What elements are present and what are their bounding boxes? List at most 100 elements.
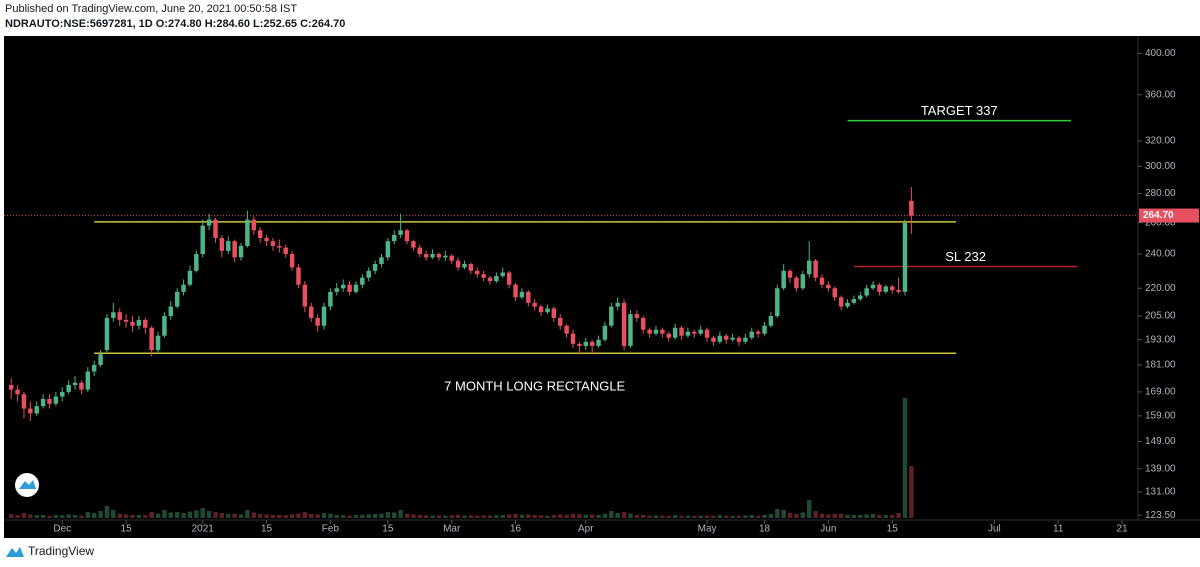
volume-bar xyxy=(411,514,416,518)
candle-body xyxy=(21,394,27,409)
candle-body xyxy=(372,264,378,271)
x-tick-label: Dec xyxy=(53,524,71,535)
volume-bar xyxy=(596,515,601,518)
candle-body xyxy=(596,339,601,346)
volume-bar xyxy=(819,513,825,518)
volume-bar xyxy=(621,512,627,518)
candle-body xyxy=(366,270,371,278)
candle-body xyxy=(283,247,288,255)
candle-body xyxy=(506,272,512,285)
volume-bar xyxy=(858,514,863,518)
candle-body xyxy=(762,325,767,334)
volume-bar xyxy=(545,515,550,518)
candle-body xyxy=(15,389,20,395)
candle-body xyxy=(538,306,544,313)
y-tick-label: 123.50 xyxy=(1145,510,1176,521)
candle-body xyxy=(736,337,742,342)
annotation: 7 MONTH LONG RECTANGLE xyxy=(444,379,625,394)
candle-body xyxy=(545,308,550,313)
candle-body xyxy=(462,264,467,268)
volume-bar xyxy=(455,514,461,518)
volume-bar xyxy=(640,515,646,518)
candle-body xyxy=(838,297,844,307)
x-tick-label: Feb xyxy=(322,524,340,535)
candle-body xyxy=(640,317,646,330)
volume-bar xyxy=(111,510,116,518)
volume-bar xyxy=(902,398,908,518)
candle-body xyxy=(672,327,678,338)
volume-bar xyxy=(194,510,199,518)
volume-bar xyxy=(634,514,640,518)
candle-body xyxy=(781,270,786,289)
volume-bar xyxy=(123,514,129,518)
volume-bar xyxy=(436,515,442,518)
candle-body xyxy=(379,257,384,265)
candle-body xyxy=(755,331,761,334)
candle-body xyxy=(609,306,614,326)
candle-body xyxy=(845,302,850,307)
volume-bar xyxy=(704,515,710,518)
candle-body xyxy=(411,241,416,248)
volume-bar xyxy=(200,508,205,518)
level-label: SL 232 xyxy=(945,249,986,264)
volume-bar xyxy=(736,515,742,518)
candle-body xyxy=(589,341,595,346)
y-tick-label: 131.00 xyxy=(1145,487,1176,498)
candle-body xyxy=(877,284,882,292)
volume-bar xyxy=(174,512,180,518)
volume-bar xyxy=(494,515,499,518)
volume-bar xyxy=(832,514,837,518)
volume-bar xyxy=(743,515,748,518)
volume-bar xyxy=(775,509,780,518)
candle-body xyxy=(321,306,327,326)
candle-body xyxy=(570,333,576,344)
y-tick-label: 159.00 xyxy=(1145,411,1176,422)
candle-body xyxy=(494,275,499,282)
candle-body xyxy=(136,319,142,326)
volume-bar xyxy=(398,510,403,518)
volume-bar xyxy=(245,510,250,518)
candle-body xyxy=(704,329,710,338)
x-tick-label: Mar xyxy=(443,524,461,535)
candle-body xyxy=(692,331,697,334)
volume-bar xyxy=(730,515,735,518)
candle-body xyxy=(902,222,908,292)
volume-bar xyxy=(136,514,142,518)
candle-body xyxy=(743,337,748,342)
volume-bar xyxy=(321,513,327,518)
volume-bar xyxy=(883,515,889,518)
volume-bar xyxy=(660,515,665,518)
candle-body xyxy=(232,241,237,258)
y-tick-label: 220.00 xyxy=(1145,283,1176,294)
volume-bar xyxy=(283,515,288,518)
x-tick-label: 2021 xyxy=(192,524,215,535)
candle-body xyxy=(526,291,531,303)
candle-body xyxy=(398,230,403,235)
volume-bar xyxy=(168,512,174,518)
y-tick-label: 193.00 xyxy=(1145,334,1176,345)
candle-body xyxy=(455,260,461,268)
candle-body xyxy=(519,291,525,298)
volume-bar xyxy=(519,514,525,518)
candle-body xyxy=(226,241,231,251)
volume-bar xyxy=(187,511,193,518)
volume-bar xyxy=(800,512,806,518)
candle-body xyxy=(819,277,825,285)
candle-body xyxy=(858,295,863,300)
volume-bar xyxy=(213,512,218,518)
candle-body xyxy=(340,284,346,289)
volume-bar xyxy=(711,515,716,518)
volume-bar xyxy=(232,513,237,518)
y-tick-label: 139.00 xyxy=(1145,463,1176,474)
volume-bar xyxy=(155,513,161,518)
candle-body xyxy=(155,335,161,351)
x-tick-label: Jul xyxy=(988,524,1001,535)
footer-logo xyxy=(6,547,24,557)
y-tick-label: 400.00 xyxy=(1145,48,1176,59)
volume-bar xyxy=(40,514,46,518)
y-tick-label: 149.00 xyxy=(1145,436,1176,447)
volume-bar xyxy=(615,513,620,518)
volume-bar xyxy=(392,512,397,518)
candle-body xyxy=(794,277,799,289)
